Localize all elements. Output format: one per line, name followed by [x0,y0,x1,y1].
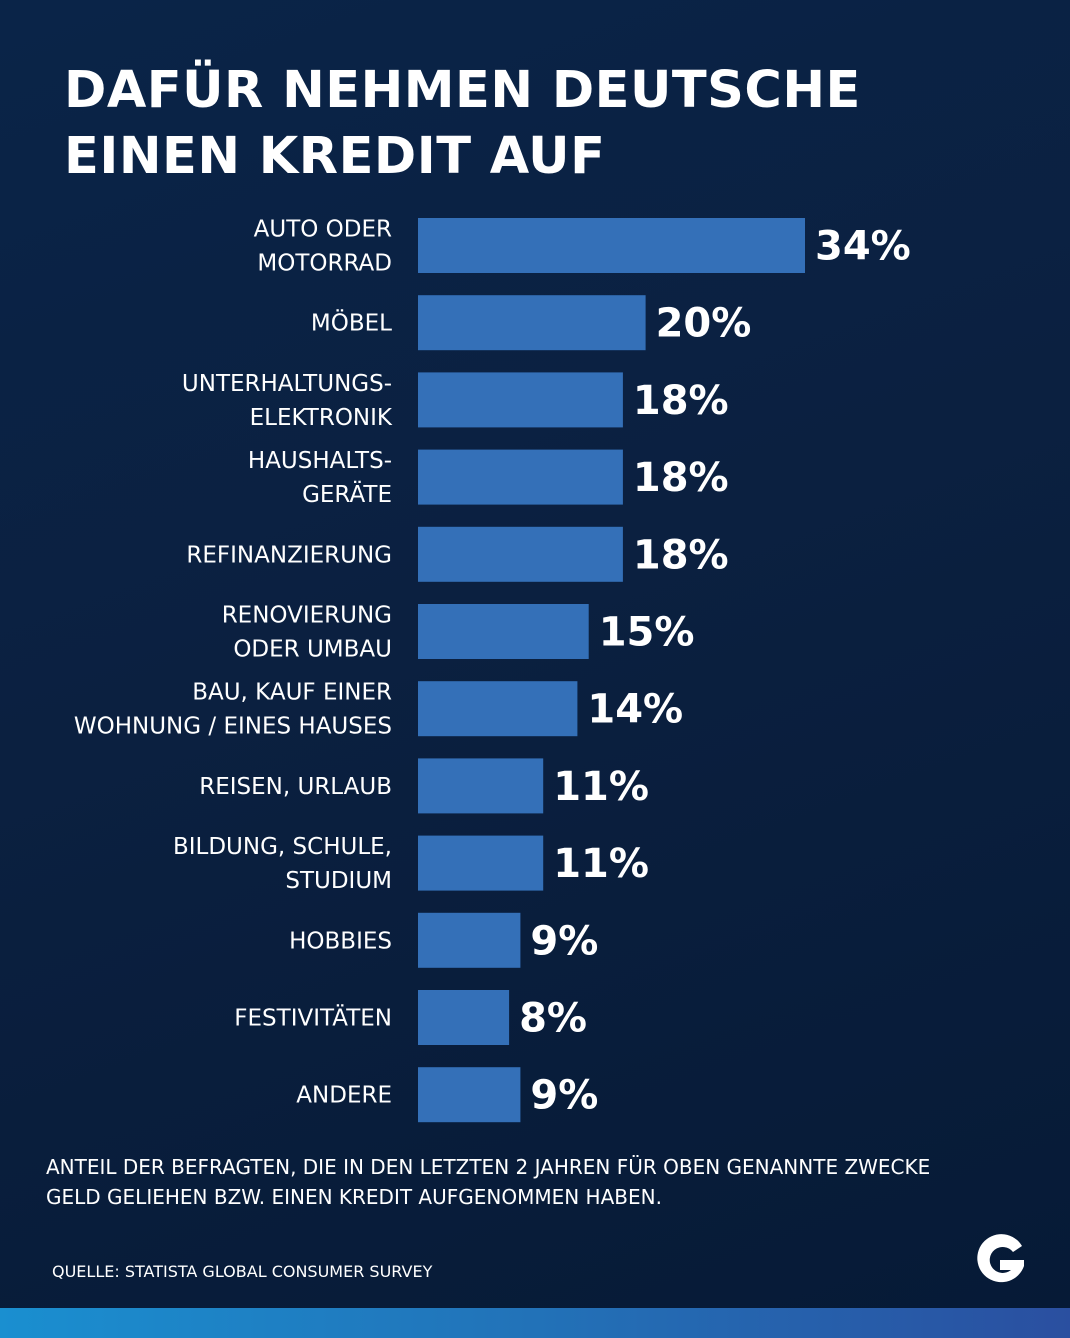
value-label-5: 18% [633,532,729,578]
value-label-7: 14% [587,687,683,733]
bar-2 [418,295,646,351]
category-label-8: REISEN, URLAUB [199,774,392,800]
category-label-line: GERÄTE [302,480,392,508]
category-label-line: AUTO ODER [254,217,392,243]
value-label-10: 9% [530,918,598,964]
category-label-line: UNTERHALTUNGS- [182,371,392,397]
category-label-line: FESTIVITÄTEN [234,1004,392,1032]
bar-11 [418,990,510,1045]
bar-chart: 34% AUTO ODER MOTORRAD 20% MÖBEL 18% UNTERHALT… [74,217,911,1123]
bar-1 [418,218,805,273]
value-label-9: 11% [553,841,649,887]
bar-8 [418,758,544,814]
category-label-6: RENOVIERUNG ODER UMBAU [222,603,392,663]
category-label-line: MÖBEL [311,309,392,337]
bar-9 [418,835,544,891]
value-label-11: 8% [519,996,587,1042]
value-label-8: 11% [553,764,649,810]
category-label-line: ODER UMBAU [233,637,392,663]
value-label-2: 20% [656,301,752,347]
category-label-3: UNTERHALTUNGS- ELEKTRONIK [182,371,393,431]
category-label-line: HAUSHALTS- [248,448,392,474]
category-label-line: BILDUNG, SCHULE, [173,834,392,860]
category-label-line: HOBBIES [289,928,392,954]
category-label-9: BILDUNG, SCHULE, STUDIUM [173,834,392,894]
value-label-4: 18% [633,455,729,501]
category-label-12: ANDERE [296,1083,392,1109]
category-label-line: WOHNUNG / EINES HAUSES [74,714,392,740]
value-label-6: 15% [599,610,695,656]
category-label-line: STUDIUM [285,868,392,894]
bar-5 [418,526,623,582]
value-label-12: 9% [530,1073,598,1119]
bar-3 [418,372,623,428]
category-label-1: AUTO ODER MOTORRAD [254,217,392,277]
chart-title-line-2: EINEN KREDIT AUF [64,127,606,186]
chart-title: DAFÜR NEHMEN DEUTSCHE EINEN KREDIT AUF [64,58,964,190]
value-label-1: 34% [815,224,911,270]
category-label-2: MÖBEL [311,309,392,337]
chart-note-line-1: ANTEIL DER BEFRAGTEN, DIE IN DEN LETZTEN… [46,1155,931,1179]
category-label-11: FESTIVITÄTEN [234,1004,392,1032]
chart-note: ANTEIL DER BEFRAGTEN, DIE IN DEN LETZTEN… [46,1152,1036,1212]
category-label-10: HOBBIES [289,928,392,954]
category-label-line: ELEKTRONIK [250,405,393,431]
category-label-line: REFINANZIERUNG [186,542,392,568]
chart-title-line-1: DAFÜR NEHMEN DEUTSCHE [64,61,861,120]
category-label-7: BAU, KAUF EINER WOHNUNG / EINES HAUSES [74,680,392,740]
category-label-5: REFINANZIERUNG [186,542,392,568]
chart-note-line-2: GELD GELIEHEN BZW. EINEN KREDIT AUFGENOM… [46,1185,662,1209]
bar-10 [418,912,521,968]
category-label-line: RENOVIERUNG [222,603,392,629]
category-label-line: BAU, KAUF EINER [192,680,392,706]
category-label-line: REISEN, URLAUB [199,774,392,800]
category-label-line: MOTORRAD [257,251,392,277]
bottom-strip [0,1308,1070,1338]
bar-12 [418,1067,521,1123]
value-label-3: 18% [633,378,729,424]
category-label-line: ANDERE [296,1083,392,1109]
bar-7 [418,681,578,737]
bar-4 [418,449,623,505]
g-logo-icon [977,1234,1024,1283]
bar-6 [418,604,589,659]
category-label-4: HAUSHALTS- GERÄTE [248,448,392,508]
source-text: QUELLE: STATISTA GLOBAL CONSUMER SURVEY [52,1262,433,1281]
